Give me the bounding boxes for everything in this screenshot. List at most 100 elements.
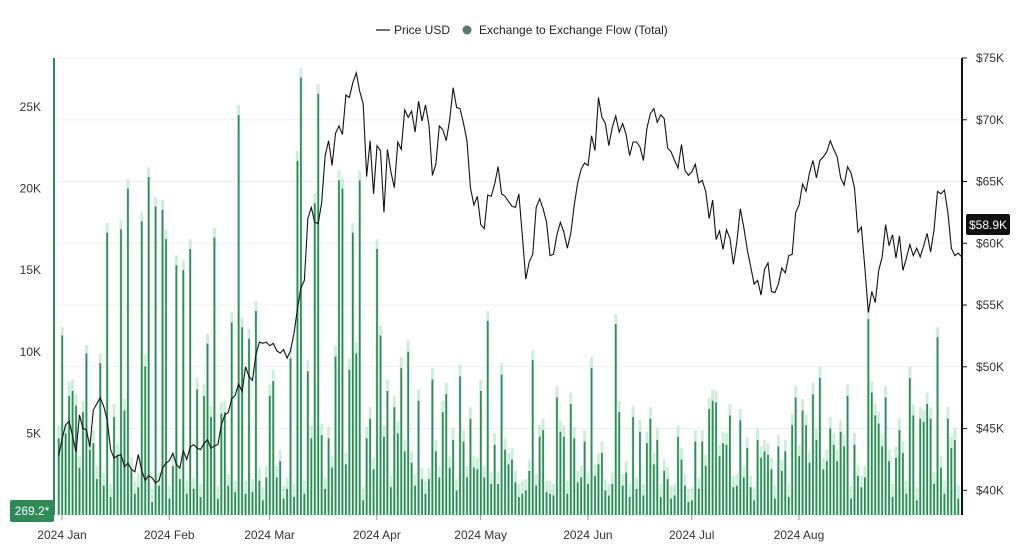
flow-bar: [708, 408, 711, 515]
x-tick-label: 2024 Jan: [37, 528, 86, 542]
flow-bar: [843, 446, 845, 515]
flow-bar: [248, 338, 250, 515]
flow-bar: [929, 418, 932, 515]
flow-bar: [725, 444, 728, 515]
flow-bar: [403, 451, 406, 515]
flow-bar: [106, 232, 109, 515]
flow-bar: [338, 180, 340, 516]
flow-bar: [770, 469, 773, 515]
flow-bar: [573, 438, 576, 515]
flow-bar: [473, 467, 475, 515]
flow-bar: [331, 467, 333, 515]
flow-bar: [113, 417, 115, 515]
flow-bar: [154, 206, 157, 515]
flow-bar: [71, 390, 74, 515]
x-tick-label: 2024 Apr: [353, 528, 401, 542]
flow-bar: [424, 493, 427, 515]
flow-bar: [355, 353, 358, 515]
flow-dot-swatch: [462, 25, 472, 35]
flow-bar: [936, 337, 939, 515]
flow-bar: [438, 477, 441, 515]
flow-bar: [127, 188, 129, 516]
flow-bar: [441, 412, 444, 515]
flow-bar: [857, 475, 859, 515]
flow-bar: [566, 493, 569, 515]
flow-bar: [694, 441, 697, 515]
flow-bar: [161, 209, 164, 515]
flow-bar: [594, 475, 596, 515]
flow-bar: [635, 488, 638, 515]
flow-bar: [860, 487, 863, 515]
x-tick-label: 2024 Jun: [563, 528, 612, 542]
flow-bar: [265, 477, 268, 515]
flow-bar: [791, 425, 794, 515]
flow-bar: [223, 412, 226, 515]
flow-bar: [884, 397, 887, 515]
flow-bar: [659, 497, 662, 515]
flow-bar: [286, 488, 288, 515]
flow-bar: [701, 441, 704, 515]
flow-bar: [462, 441, 465, 515]
flow-bar: [597, 464, 600, 515]
flow-bar: [400, 368, 403, 515]
flow-bar: [407, 351, 410, 515]
flow-bar: [559, 431, 562, 515]
flow-bar: [241, 327, 243, 515]
flow-bar: [448, 467, 451, 515]
flow-bar: [625, 472, 627, 515]
flow-bar: [649, 418, 652, 515]
flow-bar: [351, 232, 354, 515]
flow-bar: [421, 479, 423, 515]
flow-bar: [915, 500, 918, 515]
flow-bar: [933, 483, 935, 515]
flow-bar: [902, 452, 904, 515]
current-price-badge-bg: [966, 214, 1010, 235]
flow-bar: [390, 487, 392, 515]
flow-bar: [313, 203, 316, 515]
flow-bar: [85, 353, 88, 515]
flow-bar: [528, 470, 531, 515]
flow-bar: [621, 485, 624, 515]
current-flow-badge-text: 269.2*: [15, 504, 50, 518]
current-price-badge-text: $58.9K: [969, 218, 1007, 232]
flow-bar: [611, 483, 614, 515]
flow-bar: [542, 430, 544, 515]
flow-bar: [656, 439, 659, 515]
flow-bar: [192, 488, 195, 515]
flow-bar: [68, 395, 70, 515]
flow-bar: [362, 500, 365, 515]
flow-bar: [414, 485, 416, 515]
flow-bar: [123, 410, 126, 515]
flow-bar: [158, 485, 160, 515]
flow-bar: [479, 390, 482, 515]
price-line: [58, 70, 963, 484]
flow-bar: [912, 415, 915, 515]
legend-item-price[interactable]: Price USD: [376, 23, 450, 37]
flow-bar: [808, 462, 811, 515]
flow-bar: [607, 495, 610, 515]
flow-bar: [801, 410, 804, 515]
flow-bar: [919, 418, 922, 515]
flow-bar: [189, 248, 192, 516]
flow-bar: [829, 428, 832, 515]
right-tick-label: $60K: [976, 236, 1004, 250]
right-tick-label: $40K: [976, 483, 1004, 497]
flow-bar: [234, 492, 237, 515]
flow-bar: [237, 115, 240, 515]
flow-bar: [583, 441, 586, 515]
flow-bar: [296, 160, 299, 515]
legend-item-flow[interactable]: Exchange to Exchange Flow (Total): [462, 23, 668, 37]
flow-bar: [272, 381, 275, 515]
flow-bar: [535, 485, 538, 515]
flow-bar: [680, 459, 683, 515]
flow-bar: [552, 495, 555, 515]
flow-bar: [718, 456, 721, 515]
flow-bar: [569, 404, 572, 515]
flow-bar: [445, 394, 448, 515]
flow-bar: [147, 177, 150, 515]
flow-bar: [940, 467, 942, 515]
flow-bar: [870, 392, 873, 515]
flow-bar: [497, 483, 499, 515]
flow-bar: [303, 493, 306, 515]
flow-bar: [230, 322, 233, 515]
